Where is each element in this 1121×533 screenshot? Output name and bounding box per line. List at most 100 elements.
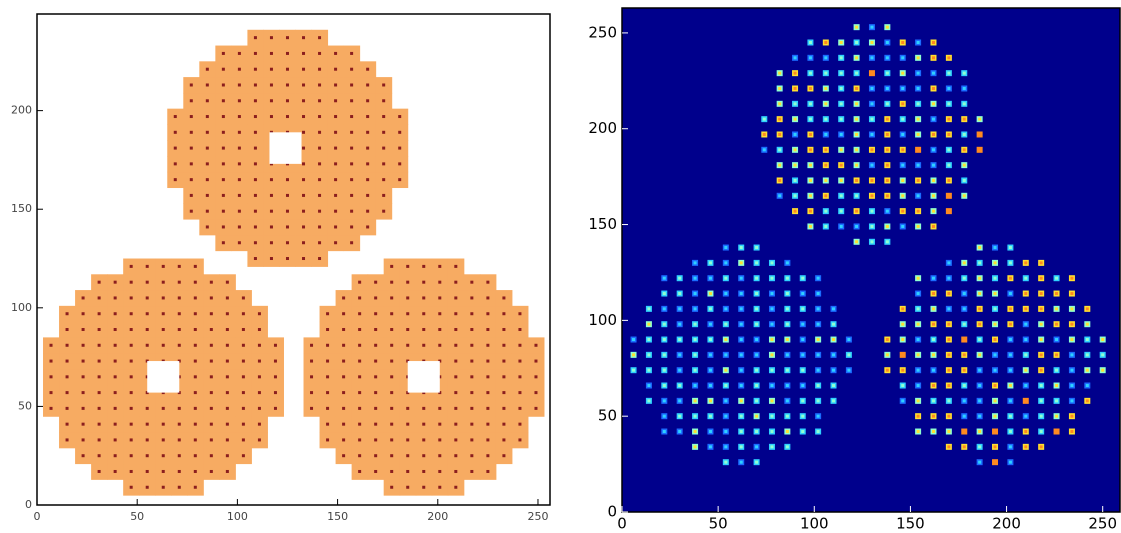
- spot-core: [693, 307, 697, 311]
- lenslet-dot: [129, 296, 133, 300]
- lenslet-dot: [366, 67, 370, 71]
- lenslet-dot: [454, 343, 458, 347]
- spot-core: [678, 307, 682, 311]
- lenslet-dot: [366, 225, 370, 229]
- lenslet-dot: [285, 241, 289, 245]
- lenslet-dot: [81, 328, 85, 332]
- lenslet-dot: [342, 328, 346, 332]
- spot-core: [824, 117, 828, 121]
- lenslet-dot: [193, 343, 197, 347]
- spot-core: [770, 353, 774, 357]
- spot-core: [793, 86, 797, 90]
- lenslet-dot: [65, 375, 69, 379]
- spot-core: [778, 71, 782, 75]
- spot-core: [1085, 399, 1089, 403]
- spot-core: [808, 178, 812, 182]
- lenslet-dot: [145, 454, 149, 458]
- spot-core: [855, 102, 859, 106]
- spot-core: [993, 246, 997, 250]
- spot-core: [993, 353, 997, 357]
- lenslet-dot: [241, 296, 245, 300]
- lenslet-dot: [302, 146, 306, 150]
- spot-core: [816, 384, 820, 388]
- lenslet-dot: [486, 422, 490, 426]
- lenslet-dot: [302, 178, 306, 182]
- spot-core: [885, 71, 889, 75]
- spot-core: [901, 132, 905, 136]
- spot-core: [647, 399, 651, 403]
- spot-core: [1024, 322, 1028, 326]
- lenslet-dot: [81, 343, 85, 347]
- spot-core: [993, 414, 997, 418]
- spot-core: [916, 224, 920, 228]
- lenslet-dot: [241, 422, 245, 426]
- lenslet-dot: [221, 115, 225, 119]
- spot-core: [870, 132, 874, 136]
- lenslet-dot: [253, 115, 257, 119]
- spot-core: [901, 71, 905, 75]
- lenslet-dot: [177, 280, 181, 284]
- lenslet-dot: [97, 359, 101, 363]
- spot-core: [816, 276, 820, 280]
- spot-core: [978, 368, 982, 372]
- lenslet-dot: [406, 454, 410, 458]
- spot-core: [993, 307, 997, 311]
- lenslet-dot: [65, 391, 69, 395]
- spot-core: [824, 194, 828, 198]
- spot-core: [693, 292, 697, 296]
- lenslet-dot: [209, 343, 213, 347]
- spot-core: [947, 102, 951, 106]
- lenslet-dot: [326, 422, 330, 426]
- central-hole: [269, 132, 302, 164]
- lenslet-dot: [486, 359, 490, 363]
- lenslet-dot: [374, 375, 378, 379]
- lenslet-dot: [241, 391, 245, 395]
- spot-core: [662, 384, 666, 388]
- spot-core: [916, 40, 920, 44]
- spot-core: [962, 117, 966, 121]
- lenslet-dot: [382, 209, 386, 213]
- lenslet-dot: [209, 328, 213, 332]
- spot-core: [832, 353, 836, 357]
- lenslet-dot: [406, 469, 410, 473]
- lenslet-dot: [534, 343, 538, 347]
- lenslet-dot: [161, 454, 165, 458]
- spot-core: [1008, 368, 1012, 372]
- spot-core: [662, 353, 666, 357]
- lenslet-dot: [518, 391, 522, 395]
- spot-core: [832, 322, 836, 326]
- lenslet-dot: [97, 328, 101, 332]
- lenslet-dot: [161, 312, 165, 316]
- spot-core: [870, 25, 874, 29]
- spot-core: [824, 178, 828, 182]
- spot-core: [901, 148, 905, 152]
- lenslet-dot: [518, 422, 522, 426]
- spot-core: [931, 399, 935, 403]
- lenslet-dot: [486, 406, 490, 410]
- lenslet-dot: [382, 193, 386, 197]
- spot-core: [808, 148, 812, 152]
- lenslet-dot: [177, 264, 181, 268]
- spot-core: [885, 132, 889, 136]
- lenslet-dot: [285, 99, 289, 103]
- lenslet-dot: [334, 178, 338, 182]
- spot-core: [931, 322, 935, 326]
- spot-core: [793, 148, 797, 152]
- lenslet-dot: [502, 296, 506, 300]
- lenslet-dot: [253, 130, 257, 134]
- lenslet-dot: [189, 130, 193, 134]
- lenslet-dot: [422, 406, 426, 410]
- spot-core: [662, 338, 666, 342]
- spot-core: [808, 163, 812, 167]
- lenslet-dot: [273, 391, 277, 395]
- spot-core: [824, 148, 828, 152]
- lenslet-dot: [269, 209, 273, 213]
- spot-core: [916, 117, 920, 121]
- lenslet-dot: [193, 454, 197, 458]
- y-tick-label: 100: [588, 311, 617, 329]
- spot-core: [1070, 292, 1074, 296]
- spot-core: [793, 209, 797, 213]
- spot-core: [962, 132, 966, 136]
- lenslet-dot: [502, 438, 506, 442]
- aperture: [884, 244, 1106, 466]
